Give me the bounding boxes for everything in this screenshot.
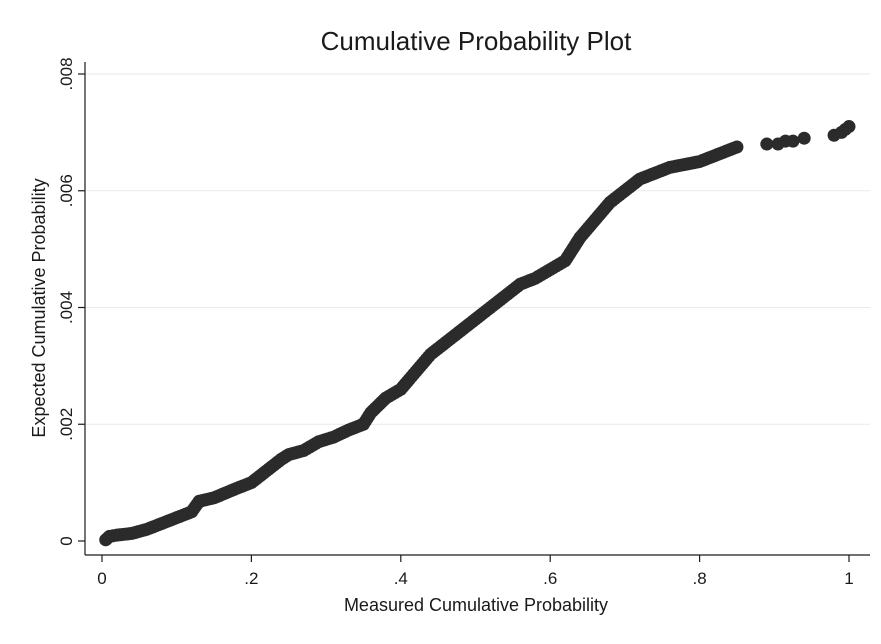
x-tick-label: 1 xyxy=(844,569,853,588)
x-tick-label: .2 xyxy=(244,569,258,588)
x-tick-label: .8 xyxy=(693,569,707,588)
data-point xyxy=(786,134,800,148)
x-tick-label: 0 xyxy=(97,569,106,588)
x-tick-label: .6 xyxy=(543,569,557,588)
y-tick-label: .002 xyxy=(57,408,76,441)
y-axis-label: Expected Cumulative Probability xyxy=(29,178,49,437)
x-ticks: 0 .2 .4 .6 .8 1 xyxy=(97,555,854,588)
x-tick-label: .4 xyxy=(394,569,408,588)
axes xyxy=(84,62,870,556)
data-point xyxy=(760,137,774,151)
data-point xyxy=(842,120,856,134)
chart-title: Cumulative Probability Plot xyxy=(321,26,632,56)
x-axis-label: Measured Cumulative Probability xyxy=(344,595,608,615)
data-points xyxy=(99,120,856,547)
y-tick-label: .008 xyxy=(57,57,76,90)
data-point xyxy=(797,131,811,145)
y-tick-label: 0 xyxy=(57,536,76,545)
y-ticks: 0 .002 .004 .006 .008 xyxy=(57,57,85,546)
y-tick-label: .004 xyxy=(57,291,76,324)
gridlines xyxy=(86,73,870,425)
y-tick-label: .006 xyxy=(57,174,76,207)
data-point xyxy=(730,140,744,154)
